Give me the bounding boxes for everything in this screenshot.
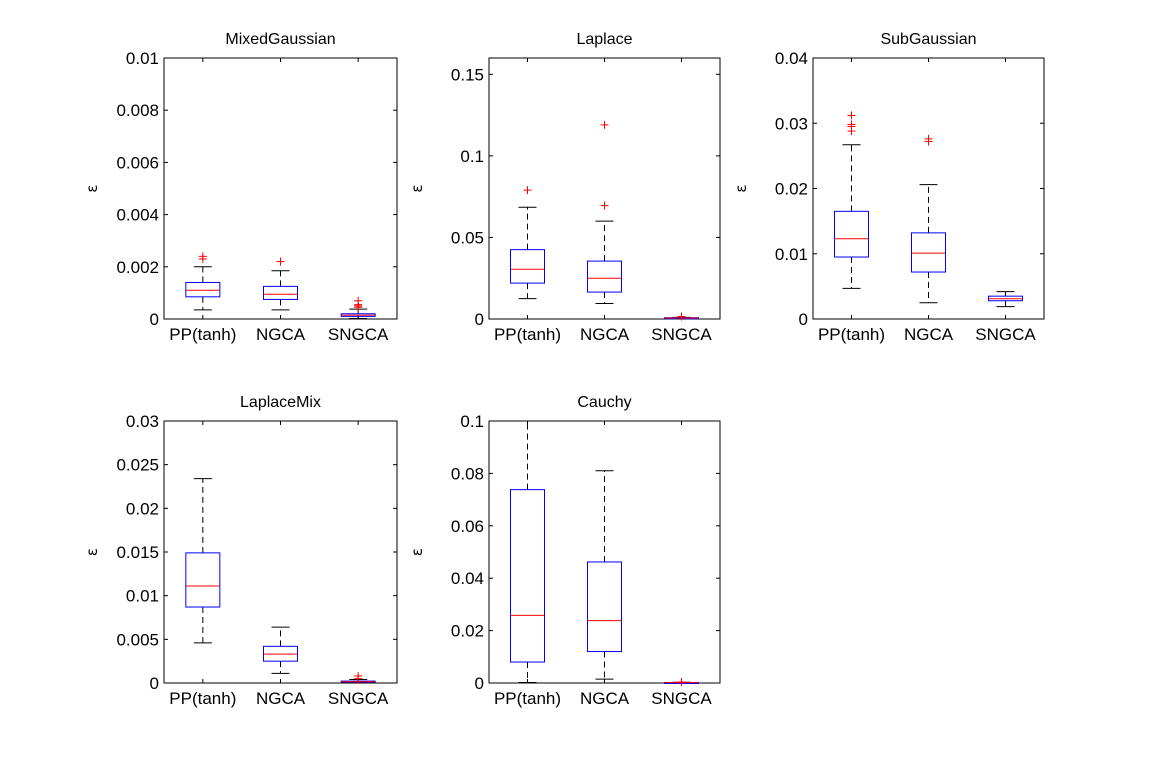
box-sngca <box>340 672 376 684</box>
outlier-marker <box>354 672 363 681</box>
box-pp-tanh- <box>510 420 545 683</box>
subplot-mixedgaussian: MixedGaussian ε 0 0.002 0.004 0.006 0.008 0.01 P… <box>83 31 398 344</box>
box-sngca <box>664 312 699 321</box>
y-tick-label: 0.02 <box>126 499 159 518</box>
y-tick-label: 0.1 <box>460 412 484 431</box>
y-tick-label: 0.04 <box>775 49 808 68</box>
x-tick-label: SNGCA <box>975 325 1036 344</box>
y-tick-label: 0 <box>475 674 484 693</box>
iqr-box <box>185 281 221 298</box>
outlier-marker <box>276 257 285 266</box>
y-tick-label: 0.02 <box>775 180 808 199</box>
outlier-marker <box>677 312 686 321</box>
y-tick-label: 0.008 <box>116 101 159 120</box>
x-tick-label: NGCA <box>256 325 306 344</box>
chart-title: Laplace <box>576 31 632 48</box>
y-tick-label: 0.005 <box>116 630 159 649</box>
x-tick-label: NGCA <box>580 325 630 344</box>
y-tick-label: 0.06 <box>451 517 484 536</box>
y-tick-label: 0 <box>150 310 159 329</box>
box-ngca <box>263 626 298 674</box>
outlier-marker <box>677 677 686 686</box>
outlier-marker <box>847 111 856 120</box>
subplot-cauchy: Cauchy ε 0 0.02 0.04 0.06 0.08 0.1 PP(tanh) NGCA S… <box>408 394 721 708</box>
iqr-box <box>834 210 869 258</box>
axes-frame <box>488 57 721 320</box>
y-axis-label: ε <box>83 548 101 556</box>
box-ngca <box>911 134 946 304</box>
box-ngca <box>587 120 622 305</box>
y-tick-label: 0.1 <box>460 147 484 166</box>
x-tick-label: NGCA <box>256 689 306 708</box>
iqr-box <box>510 249 545 284</box>
y-tick-label: 0.01 <box>775 245 808 264</box>
y-axis-label: ε <box>83 184 101 192</box>
chart-title: MixedGaussian <box>225 31 335 48</box>
subplot-laplace: Laplace ε 0 0.05 0.1 0.15 PP(tanh) NGCA SNGCA <box>408 31 721 344</box>
y-tick-label: 0.03 <box>775 114 808 133</box>
chart-title: Cauchy <box>577 394 631 411</box>
outlier-marker <box>847 120 856 129</box>
box-ngca <box>263 257 298 311</box>
x-tick-label: PP(tanh) <box>818 325 885 344</box>
outlier-marker <box>600 120 609 129</box>
y-tick-label: 0.01 <box>126 587 159 606</box>
chart-title: LaplaceMix <box>240 394 321 411</box>
y-axis-label: ε <box>408 184 426 192</box>
y-tick-label: 0.015 <box>116 543 159 562</box>
y-tick-label: 0.002 <box>116 258 159 277</box>
x-tick-label: PP(tanh) <box>494 325 561 344</box>
y-tick-label: 0.15 <box>451 65 484 84</box>
y-tick-label: 0.03 <box>126 412 159 431</box>
x-tick-label: SNGCA <box>651 325 712 344</box>
iqr-box <box>510 489 545 663</box>
x-tick-label: PP(tanh) <box>169 325 236 344</box>
box-sngca <box>664 677 699 686</box>
x-tick-label: SNGCA <box>328 689 389 708</box>
box-pp-tanh- <box>510 186 545 300</box>
y-tick-label: 0.004 <box>116 206 159 225</box>
iqr-box <box>263 285 298 300</box>
x-tick-label: SNGCA <box>651 689 712 708</box>
y-tick-label: 0 <box>475 310 484 329</box>
box-sngca <box>988 291 1023 308</box>
y-axis-label: ε <box>408 548 426 556</box>
box-pp-tanh- <box>834 111 869 289</box>
box-pp-tanh- <box>185 478 221 644</box>
x-tick-label: NGCA <box>904 325 954 344</box>
x-tick-label: PP(tanh) <box>169 689 236 708</box>
subplot-subgaussian: SubGaussian ε 0 0.01 0.02 0.03 0.04 PP(tanh) NGC… <box>732 31 1045 344</box>
box-sngca <box>340 296 376 319</box>
y-tick-label: 0.006 <box>116 153 159 172</box>
box-ngca <box>587 470 622 680</box>
iqr-box <box>185 552 221 608</box>
iqr-box <box>587 561 622 653</box>
y-tick-label: 0.025 <box>116 456 159 475</box>
y-tick-label: 0 <box>150 674 159 693</box>
y-tick-label: 0.01 <box>126 49 159 68</box>
outlier-marker <box>924 134 933 143</box>
y-tick-label: 0.08 <box>451 464 484 483</box>
box-pp-tanh- <box>185 252 221 311</box>
outlier-marker <box>354 296 363 305</box>
x-tick-label: SNGCA <box>328 325 389 344</box>
y-tick-label: 0.04 <box>451 569 484 588</box>
y-tick-label: 0 <box>799 310 808 329</box>
chart-title: SubGaussian <box>880 31 976 48</box>
axes-frame <box>488 420 721 684</box>
y-tick-label: 0.02 <box>451 622 484 641</box>
y-tick-label: 0.05 <box>451 228 484 247</box>
iqr-box <box>911 232 946 273</box>
iqr-box <box>587 260 622 293</box>
outlier-marker <box>523 186 532 195</box>
axes-frame <box>163 57 398 320</box>
outlier-marker <box>198 252 207 261</box>
x-tick-label: NGCA <box>580 689 630 708</box>
x-tick-label: PP(tanh) <box>494 689 561 708</box>
outlier-marker <box>600 201 609 210</box>
subplot-laplacemix: LaplaceMix ε 0 0.005 0.01 0.015 0.02 0.025 0.03 P… <box>83 394 398 708</box>
y-axis-label: ε <box>732 184 750 192</box>
